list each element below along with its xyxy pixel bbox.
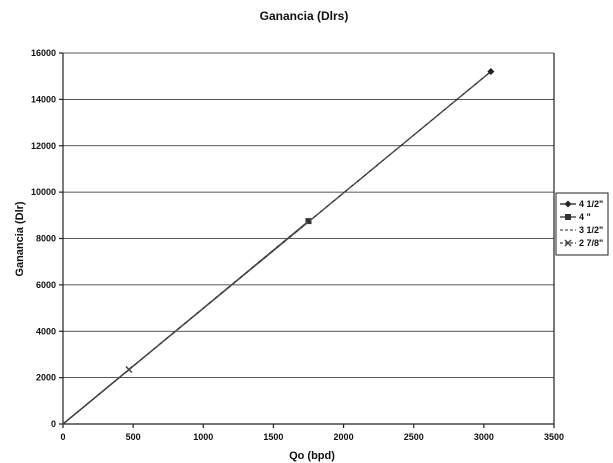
x-tick-labels: 0 500 1000 1500 2000 2500 3000 3500: [60, 432, 564, 442]
x-tick-label: 3000: [474, 432, 494, 442]
y-tick-label: 8000: [36, 234, 56, 244]
y-tick-label: 10000: [31, 187, 56, 197]
series-group: [62, 68, 495, 425]
y-axis-label: Ganancia (Dlr): [14, 201, 26, 277]
legend: 4 1/2" 4 " 3 1/2" 2 7/8": [555, 192, 609, 256]
x-tick-label: 0: [60, 432, 65, 442]
y-tick-labels: 0 2000 4000 6000 8000 10000 12000 14000 16000: [31, 48, 56, 429]
y-tick-label: 4000: [36, 326, 56, 336]
y-tick-label: 6000: [36, 280, 56, 290]
x-axis-label: Qo (bpd): [289, 450, 335, 462]
y-tick-label: 0: [51, 419, 56, 429]
legend-label: 4 1/2": [579, 199, 603, 209]
x-tick-label: 500: [126, 432, 141, 442]
legend-marker: [564, 200, 572, 208]
data-point: [125, 365, 133, 374]
legend-label: 4 ": [579, 212, 591, 222]
x-tick-label: 1500: [263, 432, 283, 442]
x-tick-label: 2500: [404, 432, 424, 442]
chart-title: Ganancia (Dlrs): [260, 9, 349, 23]
x-tick-label: 1000: [193, 432, 213, 442]
series-3: [62, 365, 133, 425]
y-tick-label: 14000: [31, 94, 56, 104]
x-tick-label: 3500: [544, 432, 564, 442]
data-point: [305, 218, 312, 225]
legend-label: 2 7/8": [579, 238, 603, 248]
gridlines: [63, 52, 554, 379]
y-tick-label: 16000: [31, 48, 56, 58]
legend-marker: [565, 214, 571, 220]
axes: [59, 52, 555, 428]
series-2: [62, 73, 489, 425]
y-tick-label: 12000: [31, 141, 56, 151]
series-line: [62, 369, 130, 425]
x-tick-label: 2000: [334, 432, 354, 442]
y-tick-label: 2000: [36, 373, 56, 383]
legend-box: [555, 192, 609, 256]
legend-label: 3 1/2": [579, 225, 603, 235]
series-line: [62, 220, 309, 425]
legend-marker: [564, 239, 572, 247]
data-point: [487, 68, 495, 76]
series-line: [62, 73, 489, 425]
